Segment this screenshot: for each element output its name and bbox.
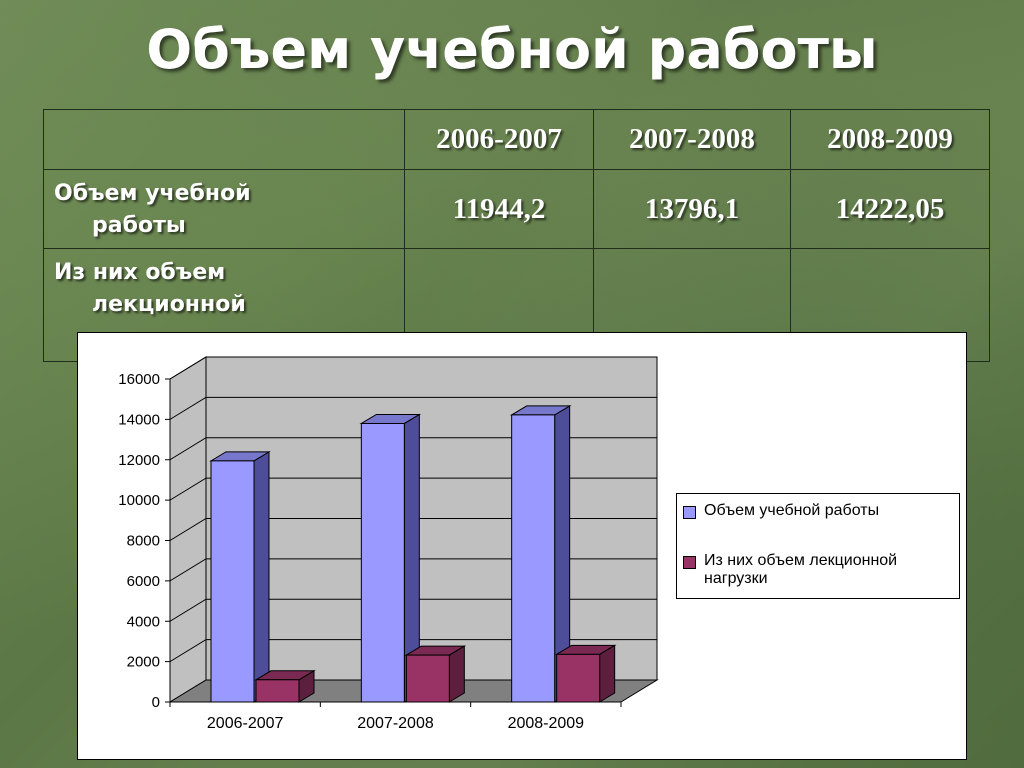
legend-label: Из них объем лекционной нагрузки <box>704 552 898 587</box>
row-label-line: Из них объем <box>54 260 226 285</box>
gridline <box>169 356 657 380</box>
bar <box>210 460 255 703</box>
legend-swatch <box>683 556 696 569</box>
x-tick-label: 2007-2008 <box>357 715 434 732</box>
y-tick-label: 16000 <box>118 371 160 388</box>
table-header-cell <box>43 109 405 170</box>
x-tick-label: 2006-2007 <box>207 715 284 732</box>
bar-side <box>448 645 465 703</box>
gridline <box>169 477 657 501</box>
bar <box>255 679 300 703</box>
bar-chart-3d: 0 2000 4000 6000 8000 10000 12000 14000 16000 200… <box>118 356 659 732</box>
bar <box>556 653 601 703</box>
y-tick-label: 10000 <box>118 492 160 509</box>
gridline <box>169 598 657 622</box>
bar <box>511 414 556 703</box>
legend-entry: Из них объем лекционной нагрузки <box>683 552 953 588</box>
chart-panel: 0 2000 4000 6000 8000 10000 12000 14000 16000 200… <box>77 332 967 760</box>
legend-swatch <box>683 506 696 519</box>
table-cell: 14222,05 <box>790 169 990 249</box>
table-header-cell: 2006-2007 <box>404 109 594 170</box>
y-tick-label: 0 <box>152 694 160 711</box>
row-label-line: работы <box>92 213 186 238</box>
y-tick-label: 6000 <box>127 573 160 590</box>
gridline <box>169 437 657 461</box>
table-header-cell: 2008-2009 <box>790 109 990 170</box>
y-tick-label: 14000 <box>118 411 160 428</box>
y-tick-label: 8000 <box>127 533 160 550</box>
table-row: Объем учебной работы 11944,2 13796,1 142… <box>43 169 990 249</box>
data-table: 2006-2007 2007-2008 2008-2009 Объем учеб… <box>43 109 990 362</box>
y-tick-label: 4000 <box>127 613 160 630</box>
table-cell: 13796,1 <box>593 169 791 249</box>
gridline <box>169 518 657 541</box>
legend-label: Объем учебной работы <box>704 502 880 519</box>
row-label-line: Объем учебной <box>54 181 251 206</box>
row-label: Объем учебной работы <box>43 169 405 249</box>
gridline <box>169 639 657 663</box>
bar-side <box>599 644 616 703</box>
gridline <box>169 396 657 420</box>
bar <box>360 422 405 703</box>
chart-legend: Объем учебной работы Из них объем лекцио… <box>676 493 960 599</box>
table-header-cell: 2007-2008 <box>593 109 791 170</box>
bar <box>405 654 450 703</box>
y-tick-label: 2000 <box>127 654 160 671</box>
legend-entry: Объем учебной работы <box>683 502 879 520</box>
slide-title: Объем учебной работы <box>146 18 878 81</box>
table-header-row: 2006-2007 2007-2008 2008-2009 <box>43 109 990 170</box>
gridline <box>169 558 657 582</box>
bar-side <box>253 450 270 703</box>
x-tick-label: 2008-2009 <box>508 715 585 732</box>
y-tick-label: 12000 <box>118 452 160 469</box>
table-cell: 11944,2 <box>404 169 594 249</box>
row-label-line: лекционной <box>92 292 246 317</box>
